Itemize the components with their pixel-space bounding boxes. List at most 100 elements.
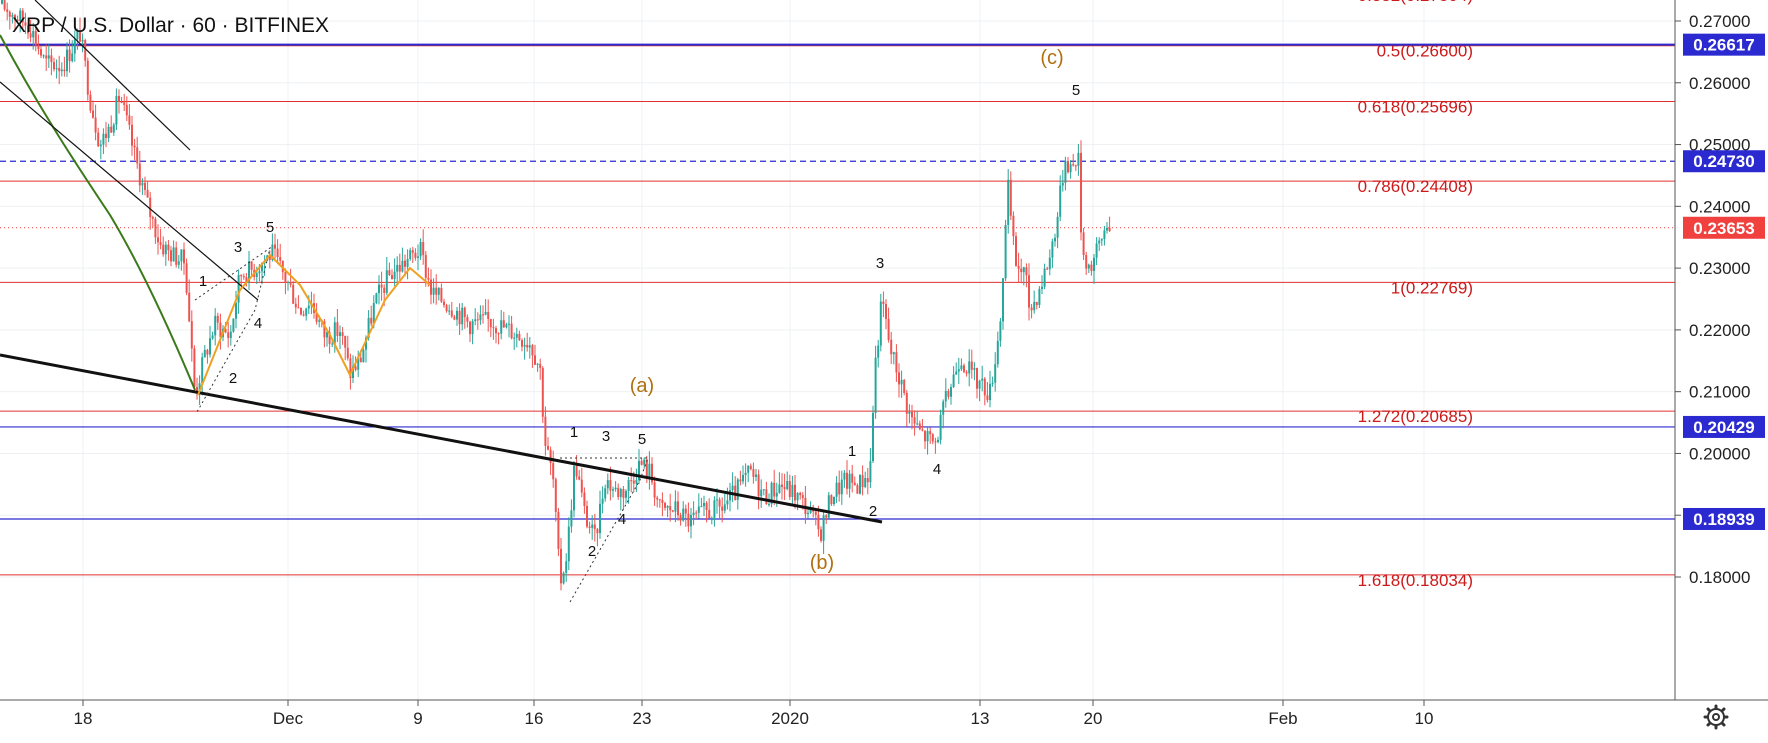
candle-body <box>81 40 84 42</box>
candle <box>596 527 599 547</box>
candle-body <box>1028 275 1030 308</box>
candle-body <box>1007 179 1010 226</box>
candle-body <box>742 474 744 482</box>
candle <box>188 279 191 323</box>
candle <box>440 283 443 303</box>
candle <box>921 418 924 432</box>
candle-body <box>983 378 986 396</box>
x-tick-label: 16 <box>525 709 544 728</box>
candle <box>479 305 482 325</box>
candle-body <box>367 317 370 338</box>
candle-body <box>859 475 861 494</box>
candle <box>679 512 682 526</box>
candle <box>869 448 872 489</box>
candle-body <box>289 281 292 285</box>
candle-body <box>536 363 539 365</box>
candle <box>162 236 165 257</box>
candle-body <box>250 261 253 270</box>
candle <box>651 457 653 485</box>
candle <box>505 322 508 329</box>
elliott-zigzag <box>197 253 431 396</box>
candle-body <box>349 358 352 379</box>
candle-body <box>131 124 133 146</box>
candle-body <box>6 9 9 12</box>
candle-body <box>1 0 3 4</box>
candle <box>547 437 549 451</box>
candle <box>859 474 861 495</box>
candle <box>700 497 703 508</box>
wave-count-label: 4 <box>618 511 626 528</box>
candle <box>864 471 867 489</box>
candle-body <box>955 371 958 375</box>
candle-body <box>981 378 984 381</box>
candle <box>133 138 136 161</box>
candle-body <box>1041 286 1043 289</box>
candle <box>1054 233 1056 247</box>
candle-body <box>84 40 87 61</box>
candle <box>934 437 937 454</box>
candle-body <box>518 333 521 341</box>
candle-body <box>599 503 601 534</box>
candle-body <box>58 68 61 72</box>
candle <box>292 280 295 304</box>
candle <box>638 449 640 485</box>
x-tick-label: 10 <box>1415 709 1434 728</box>
fib-level-label: 0.618(0.25696) <box>1358 98 1473 117</box>
candle <box>1051 238 1054 268</box>
candle-body <box>892 352 895 355</box>
candle-body <box>86 60 89 95</box>
candle-body <box>713 500 716 518</box>
candle <box>747 465 750 483</box>
candle <box>682 501 685 522</box>
candle <box>521 338 523 352</box>
candle <box>1048 249 1051 276</box>
candle-body <box>653 482 656 498</box>
candle <box>484 299 487 316</box>
candle-body <box>1074 165 1077 167</box>
candle <box>986 382 989 403</box>
candle <box>539 358 542 380</box>
dotted-wedge <box>560 457 649 603</box>
candle-body <box>229 331 232 339</box>
gear-icon[interactable] <box>1703 704 1729 730</box>
candle-body <box>900 379 903 385</box>
candle <box>1080 140 1082 241</box>
candle <box>721 497 724 523</box>
candle <box>193 345 196 392</box>
candle <box>705 501 708 523</box>
candle <box>219 313 222 350</box>
candle-body <box>848 473 851 489</box>
candle <box>461 302 464 331</box>
candle <box>151 215 154 228</box>
candle <box>1056 212 1059 249</box>
candle <box>877 339 880 368</box>
candle <box>185 258 188 296</box>
candle-body <box>851 473 854 483</box>
candle-body <box>448 310 451 312</box>
candle-body <box>593 524 596 529</box>
candle <box>409 247 412 261</box>
candle <box>518 330 521 342</box>
candle <box>6 2 9 21</box>
candle <box>692 501 695 526</box>
candle <box>154 216 157 244</box>
candle-body <box>378 284 380 294</box>
candle <box>591 515 594 540</box>
candle-body <box>305 308 308 316</box>
candle <box>453 314 456 321</box>
candle-body <box>1030 307 1033 311</box>
x-tick-label: 20 <box>1084 709 1103 728</box>
candle-body <box>456 310 458 320</box>
candle <box>328 326 331 354</box>
x-tick-label: Feb <box>1268 709 1297 728</box>
candle <box>1030 303 1033 319</box>
wave-count-label: 4 <box>254 315 262 332</box>
candle <box>1020 258 1023 284</box>
candle <box>370 305 373 327</box>
candle-body <box>183 249 185 264</box>
candle <box>593 513 596 542</box>
time-axis[interactable]: 18 Dec 9 16 23 2020 13 20 Feb 10 <box>74 700 1434 728</box>
candle <box>749 463 752 471</box>
candle-body <box>687 513 690 527</box>
